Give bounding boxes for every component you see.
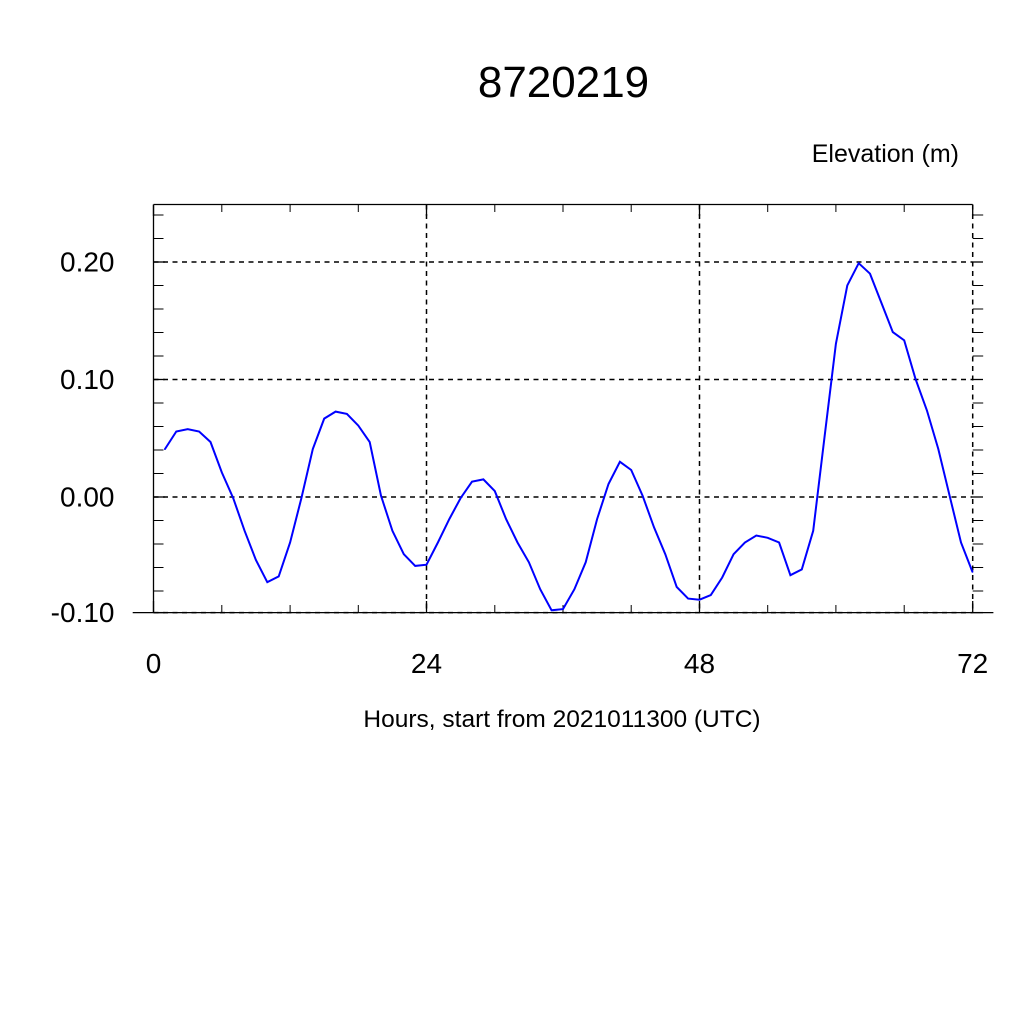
svg-text:0.20: 0.20 — [60, 247, 115, 278]
svg-text:0: 0 — [146, 648, 162, 679]
svg-text:48: 48 — [684, 648, 715, 679]
svg-text:0.00: 0.00 — [60, 482, 115, 513]
svg-text:-0.10: -0.10 — [51, 597, 115, 628]
svg-text:0.10: 0.10 — [60, 364, 115, 395]
svg-text:24: 24 — [411, 648, 442, 679]
svg-text:72: 72 — [957, 648, 988, 679]
